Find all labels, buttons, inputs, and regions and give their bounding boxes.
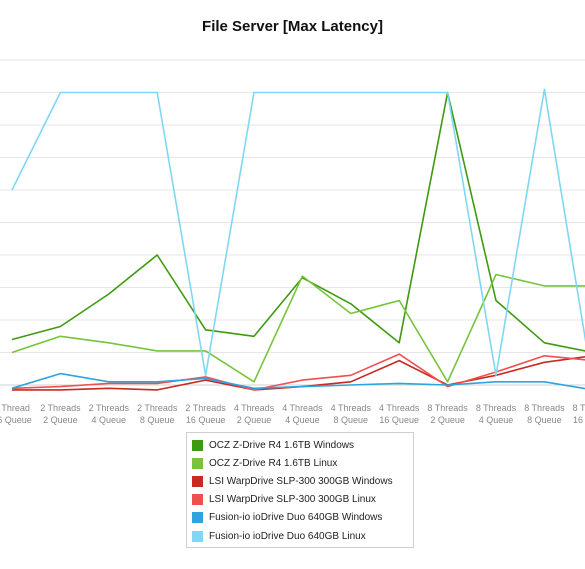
series-line-4	[11, 372, 585, 390]
legend: OCZ Z-Drive R4 1.6TB Windows OCZ Z-Drive …	[186, 432, 414, 548]
legend-swatch	[192, 457, 203, 469]
x-tick-label: 2 Threads 2 Queue	[40, 403, 81, 425]
legend-item[interactable]: LSI WarpDrive SLP-300 300GB Windows	[187, 472, 413, 490]
series-line-0	[11, 91, 585, 352]
x-tick-label: 4 Threads 4 Queue	[282, 403, 323, 425]
gridlines	[0, 59, 585, 386]
x-tick-label: 8 Threads 8 Queue	[524, 403, 565, 425]
x-tick-label: 1 Thread16 Queue	[0, 403, 32, 425]
legend-swatch	[192, 530, 203, 542]
chart-title: File Server [Max Latency]	[202, 18, 383, 35]
series-line-5	[11, 88, 585, 377]
legend-swatch	[192, 512, 203, 524]
series-lines	[11, 88, 585, 391]
legend-item[interactable]: LSI WarpDrive SLP-300 300GB Linux	[187, 491, 413, 509]
legend-label: OCZ Z-Drive R4 1.6TB Linux	[209, 457, 338, 469]
series-line-1	[11, 273, 585, 383]
x-tick-label: 4 Threads 8 Queue	[331, 403, 372, 425]
legend-item[interactable]: Fusion-io ioDrive Duo 640GB Windows	[187, 509, 413, 527]
x-tick-label: 4 Threads 16 Queue	[379, 403, 420, 425]
legend-swatch	[192, 494, 203, 506]
series-line-2	[12, 356, 585, 391]
legend-item[interactable]: Fusion-io ioDrive Duo 640GB Linux	[187, 527, 413, 545]
legend-item[interactable]: OCZ Z-Drive R4 1.6TB Windows	[187, 436, 413, 454]
legend-item[interactable]: OCZ Z-Drive R4 1.6TB Linux	[187, 454, 413, 472]
legend-label: LSI WarpDrive SLP-300 300GB Windows	[209, 475, 393, 487]
legend-label: Fusion-io ioDrive Duo 640GB Linux	[209, 530, 366, 542]
legend-label: Fusion-io ioDrive Duo 640GB Windows	[209, 512, 383, 524]
series-line-3	[11, 353, 585, 391]
x-tick-label: 8 Threads 4 Queue	[476, 403, 517, 425]
x-tick-label: 2 Threads 8 Queue	[137, 403, 178, 425]
legend-swatch	[192, 475, 203, 487]
x-tick-label: 8 Threads 2 Queue	[427, 403, 468, 425]
legend-swatch	[192, 439, 203, 451]
x-tick-label: 2 Threads 4 Queue	[89, 403, 130, 425]
x-tick-label: 2 Threads 16 Queue	[185, 403, 226, 425]
legend-label: OCZ Z-Drive R4 1.6TB Windows	[209, 439, 355, 451]
x-tick-label: 4 Threads 2 Queue	[234, 403, 275, 425]
legend-label: LSI WarpDrive SLP-300 300GB Linux	[209, 494, 376, 506]
